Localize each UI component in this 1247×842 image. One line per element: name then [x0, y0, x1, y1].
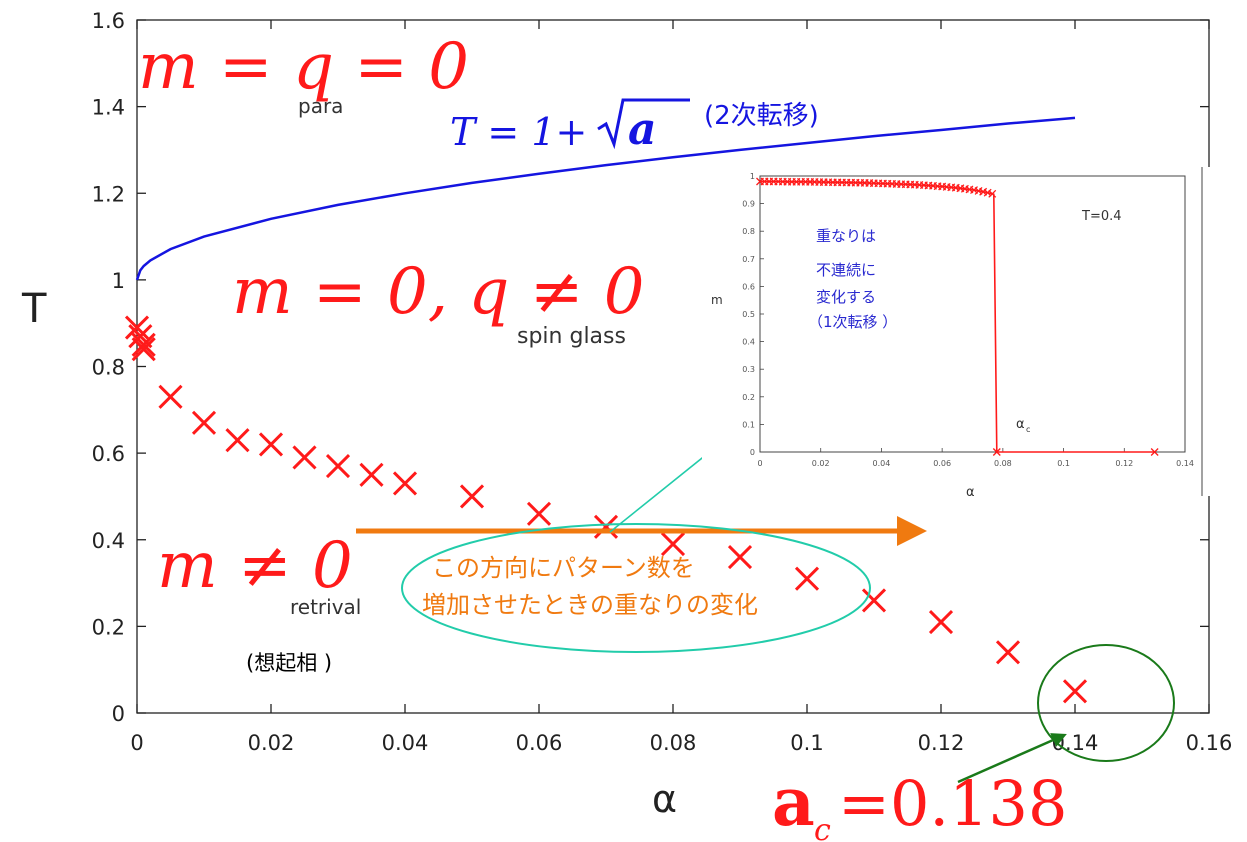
alpha-c-symbol: a: [772, 763, 815, 841]
inset-note-line-3: 変化する: [816, 288, 876, 306]
x-marker: [394, 472, 416, 494]
inset-note-line-4: （1次転移 ）: [808, 313, 897, 331]
x-tick-label: 0.04: [382, 731, 429, 755]
x-marker: [595, 516, 617, 538]
x-marker: [662, 533, 684, 555]
spin-glass-equation: m = 0, q ≠ 0: [232, 255, 644, 329]
x-marker: [729, 546, 751, 568]
inset-y-tick-label: 1: [750, 172, 755, 181]
y-tick-label: 0.4: [92, 529, 125, 553]
y-tick-label: 0.6: [92, 442, 125, 466]
x-marker: [930, 611, 952, 633]
inset-y-label: m: [711, 293, 723, 307]
x-marker: [528, 503, 550, 525]
inset-x-tick-label: 0.06: [933, 459, 951, 468]
x-marker: [997, 641, 1019, 663]
curve-equation-lhs: T = 1+: [450, 110, 587, 154]
inset-background: [702, 167, 1214, 496]
x-marker: [260, 433, 282, 455]
inset-x-tick-label: 0.14: [1176, 459, 1194, 468]
inset-x-tick-label: 0.02: [812, 459, 830, 468]
y-tick-label: 1.6: [92, 9, 125, 33]
inset-x-label: α: [966, 485, 975, 500]
x-marker: [361, 464, 383, 486]
y-tick-label: 0.2: [92, 615, 125, 639]
inset-y-tick-label: 0.4: [742, 338, 755, 347]
x-marker: [327, 455, 349, 477]
spin-glass-label: spin glass: [517, 324, 626, 349]
inset-y-tick-label: 0.3: [742, 365, 755, 374]
inset-y-tick-label: 0.6: [742, 282, 755, 291]
inset-y-tick-label: 0.2: [742, 393, 755, 402]
inset-alpha-c: α: [1016, 417, 1025, 432]
x-marker: [461, 485, 483, 507]
x-tick-label: 0.1: [790, 731, 823, 755]
inset-note-line-2: 不連続に: [816, 261, 876, 279]
x-tick-label: 0.06: [516, 731, 563, 755]
callout-text-line-2: 増加させたときの重なりの変化: [422, 591, 758, 619]
retrieval-label-jp: (想起相 ): [246, 651, 332, 675]
y-axis-label: T: [21, 286, 47, 332]
inset-overlap-chart: 0 0.02 0.04 0.06 0.08 0.1 0.12 0.14 0 0.1 0.2 0.3 0.…: [702, 167, 1214, 500]
x-marker: [133, 334, 155, 356]
x-marker: [227, 429, 249, 451]
inset-y-tick-label: 0: [750, 448, 755, 457]
para-equation: m = q = 0: [138, 30, 469, 104]
x-axis-label: α: [652, 777, 677, 821]
y-tick-label: 1.4: [92, 96, 125, 120]
y-tick-label: 1.2: [92, 182, 125, 206]
alpha-c-value: =0.138: [838, 767, 1067, 840]
para-label: para: [298, 94, 343, 118]
inset-note-line-1: 重なりは: [816, 227, 876, 245]
inset-y-tick-label: 0.1: [742, 420, 755, 429]
inset-legend: T=0.4: [1081, 209, 1122, 224]
inset-x-tick-label: 0: [757, 459, 762, 468]
inset-alpha-c-sub: c: [1026, 425, 1030, 434]
y-tick-label: 0: [112, 702, 125, 726]
x-marker: [193, 412, 215, 434]
inset-y-tick-label: 0.5: [742, 310, 755, 319]
curve-equation-rhs: a: [628, 104, 657, 155]
x-marker: [796, 568, 818, 590]
x-tick-label: 0.16: [1186, 731, 1233, 755]
inset-x-tick-label: 0.08: [994, 459, 1012, 468]
retrieval-equation: m ≠ 0: [157, 529, 353, 603]
callout-text-line-1: この方向にパターン数を: [432, 554, 695, 582]
x-tick-label: 0.14: [1052, 731, 1099, 755]
inset-y-tick-label: 0.8: [742, 227, 755, 236]
curve-note: (2次転移): [704, 101, 819, 131]
inset-x-tick-label: 0.04: [873, 459, 891, 468]
x-tick-label: 0.08: [650, 731, 697, 755]
inset-y-tick-label: 0.7: [742, 255, 755, 264]
alpha-c-subscript: c: [814, 813, 831, 842]
retrieval-label: retrival: [290, 595, 361, 619]
x-tick-label: 0: [130, 731, 143, 755]
y-tick-label: 0.8: [92, 356, 125, 380]
x-marker: [160, 386, 182, 408]
x-tick-label: 0.12: [918, 731, 965, 755]
y-tick-label: 1: [112, 269, 125, 293]
critical-point-circle: [1038, 645, 1174, 761]
inset-y-tick-label: 0.9: [742, 200, 755, 209]
x-tick-label: 0.02: [248, 731, 295, 755]
x-marker: [294, 446, 316, 468]
x-marker: [1064, 680, 1086, 702]
inset-x-tick-label: 0.12: [1115, 459, 1133, 468]
inset-x-tick-label: 0.1: [1057, 459, 1070, 468]
